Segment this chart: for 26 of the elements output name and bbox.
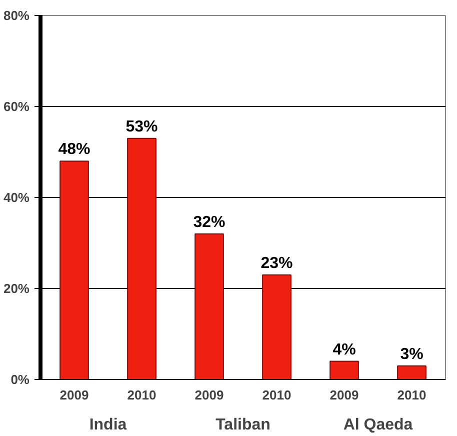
x-tick-label: 2010 xyxy=(397,388,426,402)
y-tick-label: 20% xyxy=(3,281,30,296)
data-label: 4% xyxy=(332,341,356,358)
y-tick-label: 60% xyxy=(3,99,30,114)
data-label: 32% xyxy=(193,214,226,231)
bar xyxy=(127,138,156,380)
data-label: 23% xyxy=(260,254,293,272)
data-label: 48% xyxy=(58,141,90,158)
y-tick-label: 40% xyxy=(3,190,30,205)
x-tick-label: 2009 xyxy=(330,388,359,402)
data-label: 53% xyxy=(126,118,158,136)
bar xyxy=(60,160,89,380)
bar xyxy=(330,360,359,380)
bar xyxy=(194,233,224,380)
data-label: 3% xyxy=(400,346,424,363)
text: Taliban xyxy=(216,416,270,434)
x-tick-label: 2009 xyxy=(194,388,224,402)
x-tick-label: 2010 xyxy=(262,388,292,402)
y-tick-label: 80% xyxy=(3,8,30,23)
bar xyxy=(397,365,426,380)
x-tick-label: 2010 xyxy=(127,388,156,402)
text: Al Qaeda xyxy=(343,416,413,434)
text: India xyxy=(89,416,127,434)
y-tick-label: 0% xyxy=(10,372,30,387)
bar xyxy=(262,274,292,380)
x-tick-label: 2009 xyxy=(60,388,89,402)
